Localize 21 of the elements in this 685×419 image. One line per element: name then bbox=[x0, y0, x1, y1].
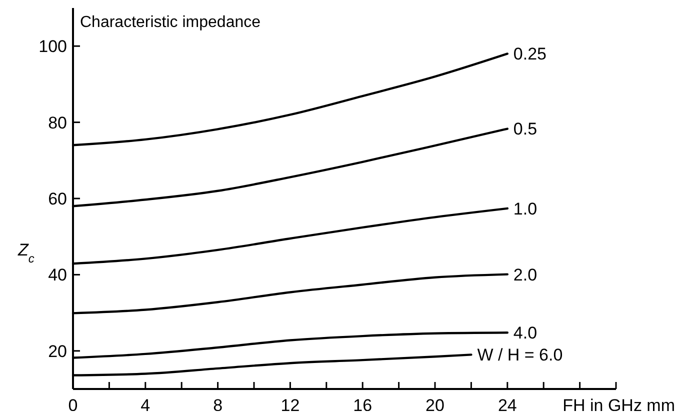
x-tick-label: 20 bbox=[426, 396, 444, 415]
x-tick-label: 4 bbox=[140, 396, 150, 415]
series-label: 2.0 bbox=[513, 265, 538, 284]
x-tick-label: 12 bbox=[280, 396, 300, 415]
x-axis-title: FH in GHz mm bbox=[562, 396, 675, 415]
x-tick-label: 0 bbox=[68, 396, 78, 415]
y-tick-label: 100 bbox=[38, 37, 67, 56]
x-tick-label: 24 bbox=[498, 396, 517, 415]
x-tick-label: 16 bbox=[353, 396, 372, 415]
x-tick-label: 8 bbox=[213, 396, 223, 415]
y-axis-title: Z$_{c}$ bbox=[17, 240, 34, 266]
y-tick-label: 40 bbox=[48, 266, 67, 285]
series-label: W / H = 6.0 bbox=[477, 346, 563, 365]
y-tick-label: 60 bbox=[48, 189, 67, 208]
series-label: 0.5 bbox=[513, 120, 538, 139]
y-tick-label: 20 bbox=[48, 342, 67, 361]
series-label: 4.0 bbox=[513, 324, 538, 343]
series-label: 1.0 bbox=[513, 199, 538, 218]
chart-title: Characteristic impedance bbox=[80, 14, 261, 31]
y-tick-label: 80 bbox=[48, 113, 67, 132]
series-label: 0.25 bbox=[513, 44, 546, 64]
